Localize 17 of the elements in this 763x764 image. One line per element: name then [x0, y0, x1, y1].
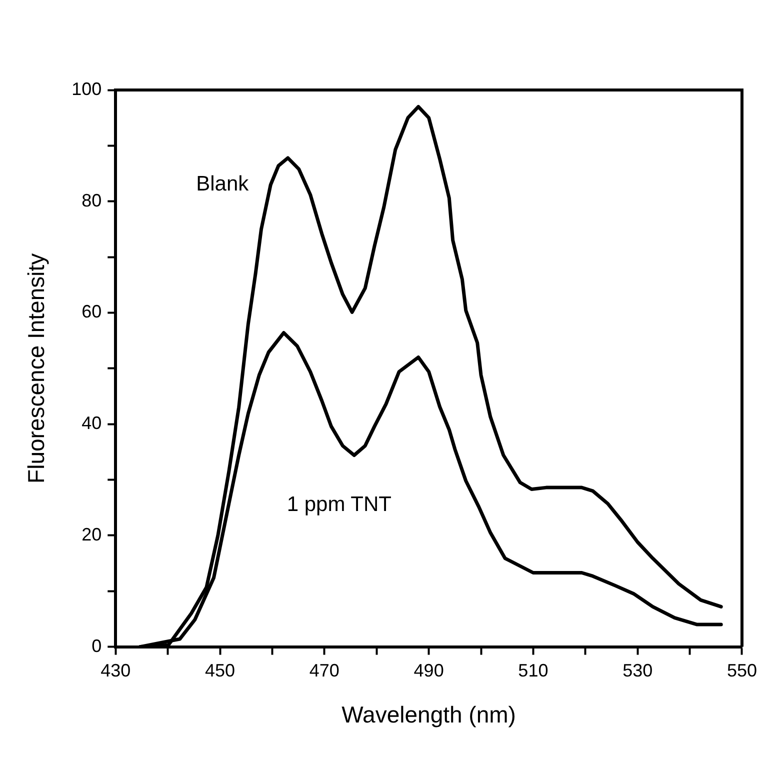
x-tick-label: 490: [414, 660, 444, 681]
y-tick-label: 80: [82, 190, 102, 210]
x-tick-label: 550: [726, 660, 758, 681]
y-tick-label: 40: [82, 413, 102, 434]
y-tick-label: 100: [72, 78, 102, 99]
text: 1 ppm TNT: [286, 493, 392, 516]
series-label: Blank: [196, 172, 250, 196]
y-tick-label: 60: [82, 302, 102, 322]
x-tick-label: 530: [622, 660, 653, 681]
x-axis-title: Wavelength (nm): [342, 702, 516, 728]
y-tick-label: 0: [92, 636, 102, 656]
x-tick-label: 510: [518, 660, 548, 681]
x-tick-label: 430: [100, 660, 131, 681]
x-tick-label: 470: [309, 660, 340, 681]
y-tick-label: 20: [82, 524, 102, 544]
y-axis-title: Fluorescence Intensity: [23, 252, 50, 484]
x-tick-label: 450: [205, 660, 236, 681]
